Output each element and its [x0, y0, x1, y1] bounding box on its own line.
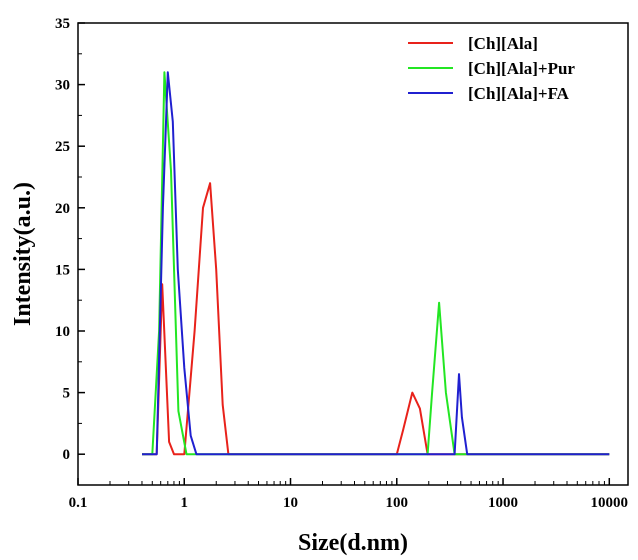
y-tick-label: 5 [63, 386, 71, 402]
y-axis-title: Intensity(a.u.) [10, 182, 36, 326]
y-tick-label: 10 [55, 324, 70, 340]
series-layer [142, 71, 610, 456]
series-line-1 [142, 182, 610, 456]
series-line-3 [142, 71, 610, 456]
x-tick-label: 10 [283, 495, 298, 511]
legend: [Ch][Ala] [Ch][Ala]+Pur [Ch][Ala]+FA [408, 34, 575, 103]
x-tick-label: 10000 [591, 495, 629, 511]
y-tick-label: 0 [63, 447, 71, 463]
y-axis-ticks: 0 5 10 15 20 25 30 35 [55, 16, 85, 463]
y-tick-label: 30 [55, 78, 70, 94]
x-tick-label: 1000 [488, 495, 518, 511]
x-tick-label: 0.1 [69, 495, 88, 511]
legend-label-2: [Ch][Ala]+Pur [468, 59, 575, 78]
x-axis-ticks: 0.1 1 10 100 1000 10000 [69, 478, 628, 511]
y-tick-label: 25 [55, 139, 70, 155]
y-tick-label: 20 [55, 201, 70, 217]
x-tick-label: 1 [181, 495, 189, 511]
y-tick-label: 35 [55, 16, 70, 32]
series-line-2 [142, 71, 610, 456]
x-tick-label: 100 [386, 495, 409, 511]
x-axis-title: Size(d.nm) [298, 530, 408, 556]
y-tick-label: 15 [55, 262, 70, 278]
legend-label-3: [Ch][Ala]+FA [468, 84, 570, 103]
legend-label-1: [Ch][Ala] [468, 34, 538, 53]
plot-frame [77, 22, 629, 486]
